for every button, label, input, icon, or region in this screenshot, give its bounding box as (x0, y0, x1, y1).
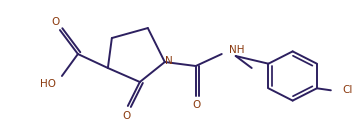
Text: O: O (52, 17, 60, 27)
Text: O: O (123, 111, 131, 121)
Text: NH: NH (229, 45, 244, 55)
Text: O: O (193, 100, 201, 110)
Text: N: N (165, 56, 173, 66)
Text: Cl: Cl (343, 85, 353, 95)
Text: HO: HO (40, 79, 56, 89)
